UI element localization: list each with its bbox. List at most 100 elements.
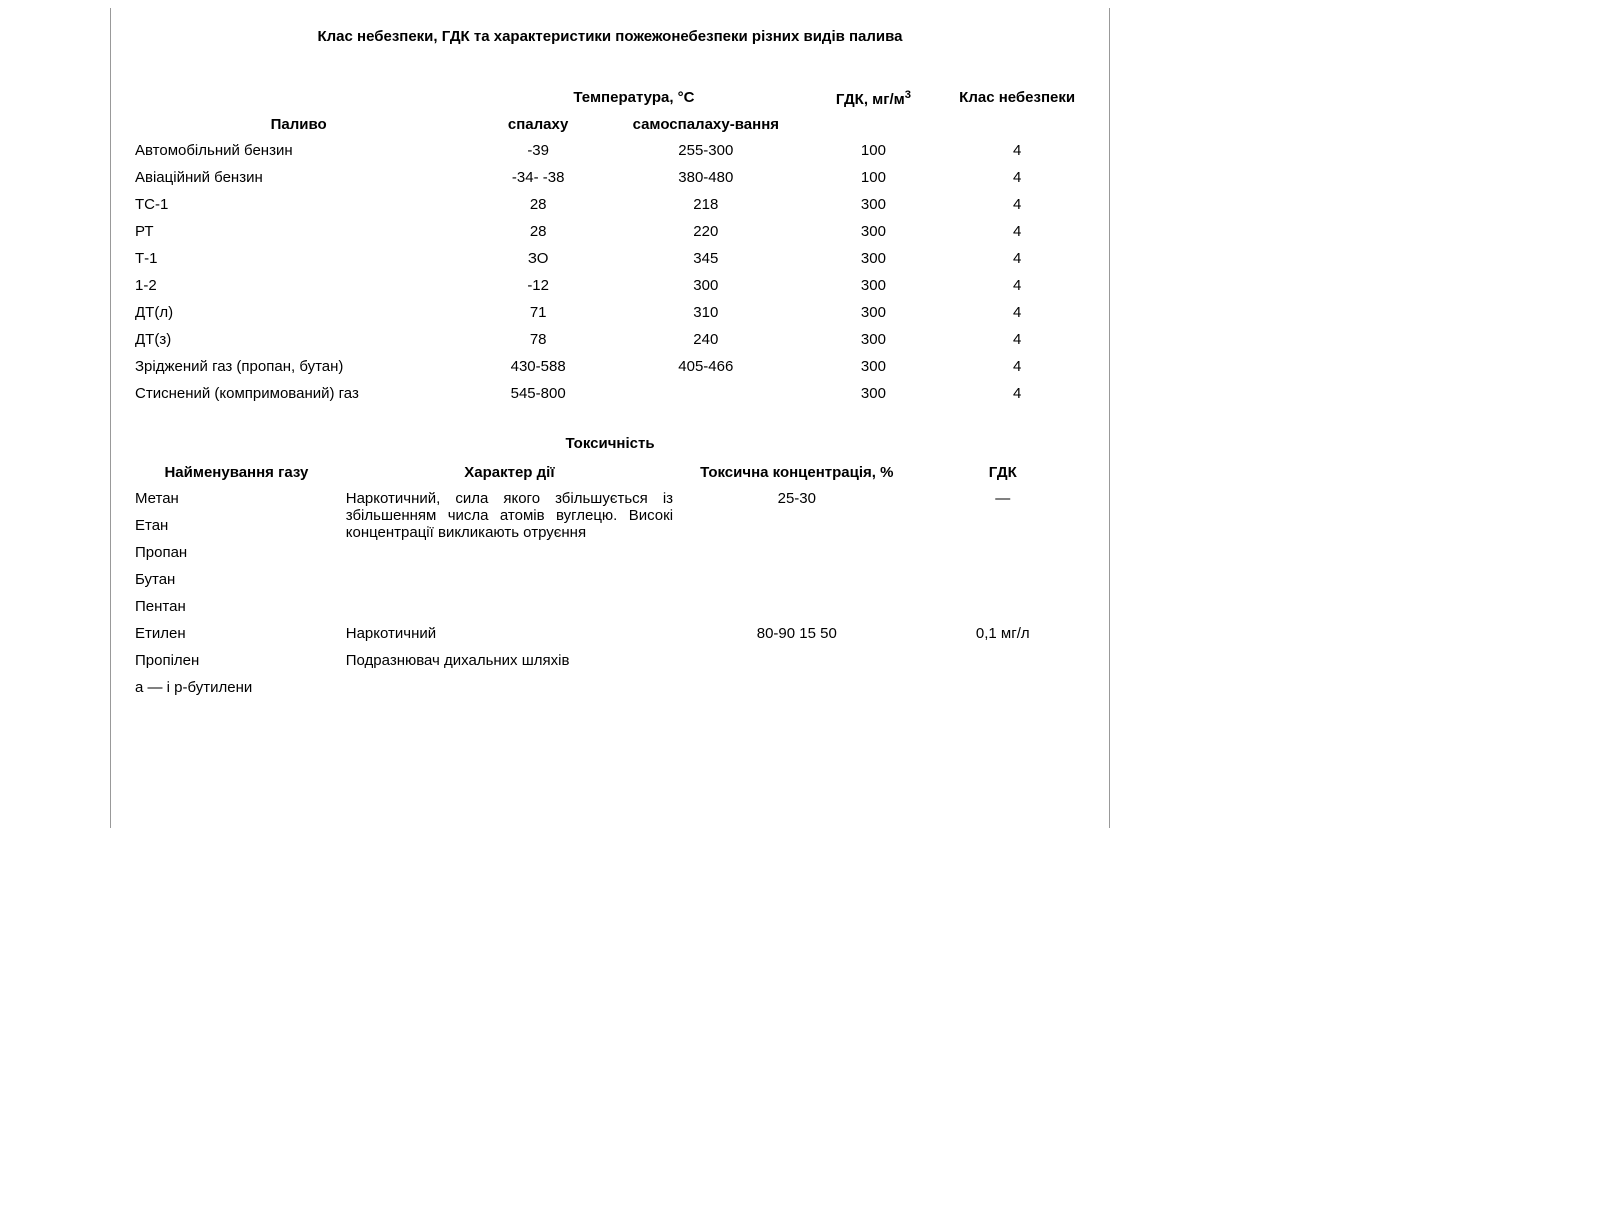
col-header-autoignition: самоспалаху-вання xyxy=(610,112,802,137)
cell-gdk: 300 xyxy=(802,191,946,218)
table-row: Зріджений газ (пропан, бутан)430-588405-… xyxy=(131,353,1089,380)
table-row: РТ282203004 xyxy=(131,218,1089,245)
cell-flash: 28 xyxy=(466,191,610,218)
cell-concentration xyxy=(677,512,917,539)
toxicity-table: Найменування газу Характер дії Токсична … xyxy=(131,460,1089,701)
table-row: Т-1ЗО3453004 xyxy=(131,245,1089,272)
col-header-gdk2: ГДК xyxy=(917,460,1089,485)
col-header-gdk-sup: 3 xyxy=(905,89,911,101)
col-header-action: Характер дії xyxy=(342,460,677,485)
cell-fuel: ТС-1 xyxy=(131,191,466,218)
cell-flash: 430-588 xyxy=(466,353,610,380)
table-header-row-1: Температура, °С ГДК, мг/м3 Клас небезпек… xyxy=(131,85,1089,112)
cell-fuel: Стиснений (компримований) газ xyxy=(131,380,466,407)
table-row: а — і р-бутилени xyxy=(131,674,1089,701)
cell-concentration xyxy=(677,539,917,566)
cell-fuel: РТ xyxy=(131,218,466,245)
cell-concentration xyxy=(677,674,917,701)
cell-klass: 4 xyxy=(945,245,1089,272)
cell-gas: а — і р-бутилени xyxy=(131,674,342,701)
cell-autoignition: 310 xyxy=(610,299,802,326)
cell-klass: 4 xyxy=(945,299,1089,326)
cell-gdk: 100 xyxy=(802,137,946,164)
col-header-empty xyxy=(131,85,466,112)
cell-gdk: 300 xyxy=(802,272,946,299)
cell-flash: 545-800 xyxy=(466,380,610,407)
col-header-gdk: ГДК, мг/м3 xyxy=(802,85,946,112)
cell-gas: Пропан xyxy=(131,539,342,566)
cell-concentration: 80-90 15 50 xyxy=(677,620,917,647)
cell-gdk xyxy=(917,566,1089,593)
cell-fuel: Авіаційний бензин xyxy=(131,164,466,191)
cell-gdk: — xyxy=(917,485,1089,512)
cell-gdk: 100 xyxy=(802,164,946,191)
cell-gdk xyxy=(917,647,1089,674)
document-page: Клас небезпеки, ГДК та характеристики по… xyxy=(110,8,1110,828)
cell-flash: -12 xyxy=(466,272,610,299)
cell-fuel: Автомобільний бензин xyxy=(131,137,466,164)
cell-gdk xyxy=(917,512,1089,539)
cell-fuel: Т-1 xyxy=(131,245,466,272)
cell-gdk: 300 xyxy=(802,299,946,326)
cell-klass: 4 xyxy=(945,380,1089,407)
table-row: Автомобільний бензин-39255-3001004 xyxy=(131,137,1089,164)
cell-gas: Метан xyxy=(131,485,342,512)
cell-gas: Етилен xyxy=(131,620,342,647)
col-header-flash: спалаху xyxy=(466,112,610,137)
cell-gas: Пропілен xyxy=(131,647,342,674)
cell-flash: -34- -38 xyxy=(466,164,610,191)
cell-fuel: ДТ(з) xyxy=(131,326,466,353)
cell-concentration xyxy=(677,566,917,593)
col-header-fuel: Паливо xyxy=(131,112,466,137)
cell-action: Наркотичний xyxy=(342,620,677,647)
cell-gas: Етан xyxy=(131,512,342,539)
cell-gdk xyxy=(917,674,1089,701)
col-header-spacer-2 xyxy=(945,112,1089,137)
cell-autoignition: 380-480 xyxy=(610,164,802,191)
cell-flash: 78 xyxy=(466,326,610,353)
cell-fuel: ДТ(л) xyxy=(131,299,466,326)
table-row: Авіаційний бензин-34- -38380-4801004 xyxy=(131,164,1089,191)
col-header-conc: Токсична концентрація, % xyxy=(677,460,917,485)
cell-gdk: 300 xyxy=(802,353,946,380)
cell-gdk: 300 xyxy=(802,380,946,407)
cell-gdk: 300 xyxy=(802,218,946,245)
cell-flash: 28 xyxy=(466,218,610,245)
cell-autoignition: 240 xyxy=(610,326,802,353)
table-row: ПропіленПодразнювач дихальних шляхів xyxy=(131,647,1089,674)
cell-action: Наркотичний, сила якого збільшується із … xyxy=(342,485,677,620)
cell-concentration xyxy=(677,647,917,674)
cell-gdk xyxy=(917,593,1089,620)
col-header-gas: Найменування газу xyxy=(131,460,342,485)
cell-concentration: 25-30 xyxy=(677,485,917,512)
cell-gdk: 0,1 мг/л xyxy=(917,620,1089,647)
table-header-row-2: Паливо спалаху самоспалаху-вання xyxy=(131,112,1089,137)
table-row: ДТ(л)713103004 xyxy=(131,299,1089,326)
cell-klass: 4 xyxy=(945,218,1089,245)
cell-klass: 4 xyxy=(945,353,1089,380)
cell-flash: 71 xyxy=(466,299,610,326)
col-header-spacer-1 xyxy=(802,112,946,137)
col-header-klass: Клас небезпеки xyxy=(945,85,1089,112)
toxicity-section-title: Токсичність xyxy=(131,435,1089,452)
cell-klass: 4 xyxy=(945,137,1089,164)
cell-flash: -39 xyxy=(466,137,610,164)
cell-klass: 4 xyxy=(945,272,1089,299)
cell-fuel: Зріджений газ (пропан, бутан) xyxy=(131,353,466,380)
cell-autoignition: 300 xyxy=(610,272,802,299)
page-title: Клас небезпеки, ГДК та характеристики по… xyxy=(131,28,1089,45)
cell-gdk xyxy=(917,539,1089,566)
fuel-hazard-table: Температура, °С ГДК, мг/м3 Клас небезпек… xyxy=(131,85,1089,407)
table-row: ЕтиленНаркотичний80-90 15 500,1 мг/л xyxy=(131,620,1089,647)
cell-gas: Пентан xyxy=(131,593,342,620)
table-row: МетанНаркотичний, сила якого збільшуєтьс… xyxy=(131,485,1089,512)
cell-concentration xyxy=(677,593,917,620)
cell-action: Подразнювач дихальних шляхів xyxy=(342,647,677,674)
cell-autoignition xyxy=(610,380,802,407)
cell-action xyxy=(342,674,677,701)
table-row: 1-2-123003004 xyxy=(131,272,1089,299)
toxicity-header-row: Найменування газу Характер дії Токсична … xyxy=(131,460,1089,485)
cell-gas: Бутан xyxy=(131,566,342,593)
cell-klass: 4 xyxy=(945,164,1089,191)
cell-autoignition: 220 xyxy=(610,218,802,245)
